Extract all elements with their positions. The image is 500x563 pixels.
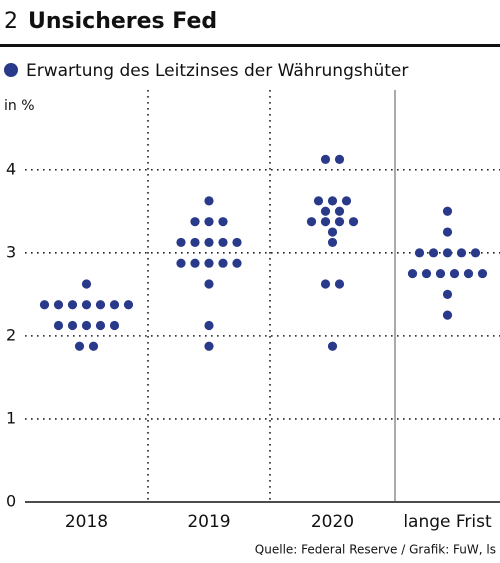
dot	[320, 217, 331, 227]
dot	[204, 320, 214, 331]
y-axis-label: in %	[4, 98, 35, 114]
dot	[67, 320, 78, 331]
dot	[204, 279, 214, 289]
dot	[435, 268, 446, 279]
dot	[327, 341, 338, 351]
dot	[320, 206, 331, 216]
dot	[334, 206, 345, 216]
dot	[74, 341, 85, 351]
dot	[470, 248, 481, 258]
dot	[218, 258, 228, 268]
dot	[39, 300, 50, 310]
x-tick-label: lange Frist	[403, 512, 492, 532]
dot	[204, 217, 214, 227]
dot	[320, 154, 331, 164]
dot	[190, 258, 200, 268]
dot	[327, 196, 338, 206]
dot	[334, 154, 345, 164]
dot	[407, 268, 418, 279]
source: Quelle: Federal Reserve / Grafik: FuW, l…	[255, 543, 496, 557]
dot	[218, 217, 228, 227]
dot	[190, 237, 200, 248]
y-tick-label: 4	[6, 159, 16, 178]
dot	[176, 258, 186, 268]
dot	[95, 300, 106, 310]
dot	[204, 258, 214, 268]
dot	[463, 268, 474, 279]
dot	[204, 237, 214, 248]
dot	[123, 300, 134, 310]
chart-title: Unsicheres Fed	[28, 9, 217, 34]
dot	[442, 289, 453, 299]
legend-marker	[4, 63, 18, 77]
dot	[442, 248, 453, 258]
dot	[442, 310, 453, 320]
chart-number: 2	[4, 9, 18, 34]
dot	[88, 341, 99, 351]
legend-label: Erwartung des Leitzinses der Währungshüt…	[26, 61, 408, 81]
y-tick-label: 3	[6, 242, 16, 261]
x-tick-label: 2019	[187, 512, 230, 532]
dot	[334, 217, 345, 227]
dot	[176, 237, 186, 248]
dot	[204, 341, 214, 351]
dot	[327, 227, 338, 237]
dot	[313, 196, 324, 206]
dot	[334, 279, 345, 289]
dot	[456, 248, 467, 258]
dot	[204, 196, 214, 206]
dot	[53, 320, 64, 331]
dot	[421, 268, 432, 279]
dot	[81, 320, 92, 331]
dot	[442, 206, 453, 216]
y-tick-label: 2	[6, 325, 16, 344]
dot	[81, 279, 92, 289]
dot	[232, 258, 242, 268]
dot	[95, 320, 106, 331]
x-tick-label: 2020	[311, 512, 354, 532]
y-tick-label: 1	[6, 408, 16, 427]
x-tick-label: 2018	[65, 512, 108, 532]
dot	[341, 196, 352, 206]
dot	[306, 217, 317, 227]
dot	[232, 237, 242, 248]
dot	[109, 300, 120, 310]
dot	[348, 217, 359, 227]
y-tick-label: 0	[6, 492, 16, 511]
dot	[53, 300, 64, 310]
dot	[109, 320, 120, 331]
dot	[218, 237, 228, 248]
dot	[449, 268, 460, 279]
dot	[190, 217, 200, 227]
dot	[477, 268, 488, 279]
dot	[414, 248, 425, 258]
dot	[428, 248, 439, 258]
title-rule	[0, 44, 500, 47]
dot	[320, 279, 331, 289]
dot	[67, 300, 78, 310]
dot	[81, 300, 92, 310]
dot	[442, 227, 453, 237]
dot	[327, 237, 338, 248]
